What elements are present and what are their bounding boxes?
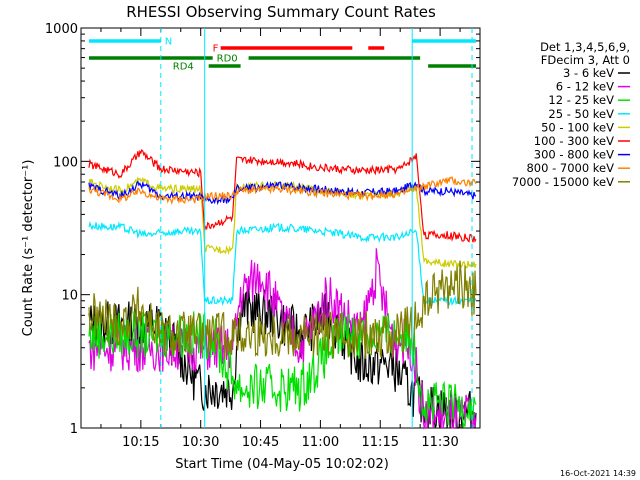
- x-tick-label: 11:00: [302, 435, 339, 450]
- legend-entry: 300 - 800 keV: [534, 148, 614, 162]
- legend: Det 1,3,4,5,6,9,FDecim 3, Att 03 - 6 keV…: [512, 40, 630, 189]
- footnote: 16-Oct-2021 14:39: [560, 469, 636, 478]
- legend-entry: 3 - 6 keV: [563, 66, 614, 80]
- legend-entry: 50 - 100 keV: [541, 120, 614, 134]
- legend-entry: 6 - 12 keV: [556, 80, 614, 94]
- series-line-3: [88, 220, 477, 307]
- y-axis-ticks: 1 10 100 1000: [45, 22, 480, 437]
- vertical-markers: [160, 28, 473, 428]
- legend-entry: 25 - 50 keV: [548, 107, 614, 121]
- x-axis-ticks: 10:15 10:30 10:45 11:00 11:15 11:30: [100, 28, 461, 450]
- legend-entry: 800 - 7000 keV: [526, 161, 614, 175]
- y-axis-label: Count Rate (s⁻¹ detector⁻¹): [21, 160, 36, 337]
- x-tick-label: 11:30: [421, 435, 458, 450]
- state-bar-label: RD0: [217, 54, 238, 65]
- y-tick-label: 1: [70, 422, 78, 437]
- legend-entry: 100 - 300 keV: [534, 134, 614, 148]
- legend-header: Det 1,3,4,5,6,9,: [540, 40, 630, 54]
- x-tick-label: 10:15: [122, 435, 159, 450]
- x-tick-label: 10:30: [182, 435, 219, 450]
- series-line-7: [88, 176, 477, 206]
- chart-title: RHESSI Observing Summary Count Rates: [126, 3, 436, 21]
- legend-entry: 12 - 25 keV: [548, 93, 614, 107]
- y-tick-label: 100: [53, 155, 78, 170]
- x-axis-label: Start Time (04-May-05 10:02:02): [175, 457, 389, 472]
- y-tick-label: 1000: [45, 22, 78, 37]
- series-line-5: [88, 148, 477, 243]
- state-bar-label: RD4: [173, 62, 194, 73]
- legend-header: FDecim 3, Att 0: [541, 53, 630, 67]
- series-lines: [88, 148, 477, 430]
- state-bar-label: N: [165, 37, 172, 48]
- y-tick-label: 10: [61, 289, 78, 304]
- state-bar-label: F: [213, 44, 219, 55]
- series-line-8: [88, 260, 477, 359]
- x-tick-label: 10:45: [242, 435, 279, 450]
- legend-entry: 7000 - 15000 keV: [512, 175, 614, 189]
- x-tick-label: 11:15: [362, 435, 399, 450]
